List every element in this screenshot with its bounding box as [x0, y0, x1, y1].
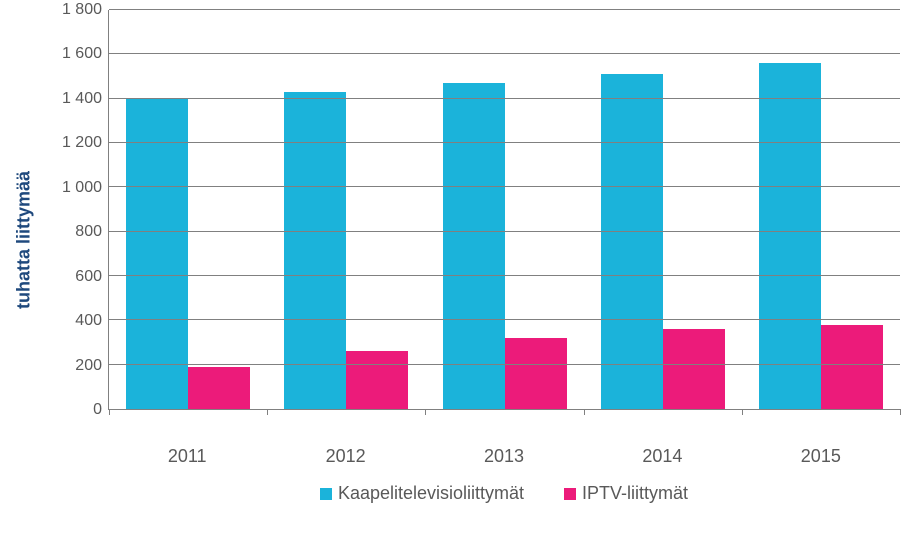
y-tick-label: 0 — [93, 401, 102, 419]
x-tick — [900, 409, 901, 415]
y-tick-label: 1 200 — [62, 134, 102, 152]
y-tick-label: 400 — [75, 312, 102, 330]
y-tick-label: 600 — [75, 268, 102, 286]
x-tick — [584, 409, 585, 415]
gridline — [109, 364, 900, 365]
gridline — [109, 231, 900, 232]
legend-item: IPTV-liittymät — [564, 483, 688, 504]
bar-group — [742, 10, 900, 409]
bar-groups — [109, 10, 900, 409]
bar — [443, 83, 505, 409]
bar — [188, 367, 250, 409]
y-tick-label: 1 800 — [62, 1, 102, 19]
y-tick-label: 1 400 — [62, 90, 102, 108]
bar — [346, 351, 408, 409]
x-tick-label: 2011 — [108, 446, 266, 467]
y-axis-label: tuhatta liittymää — [10, 10, 38, 440]
gridline — [109, 319, 900, 320]
x-tick — [109, 409, 110, 415]
y-axis-ticks: 02004006008001 0001 2001 4001 6001 800 — [38, 10, 108, 410]
gridline — [109, 53, 900, 54]
bar-group — [425, 10, 583, 409]
bar — [821, 325, 883, 409]
legend-swatch — [564, 488, 576, 500]
plot-area — [108, 10, 900, 410]
bar — [759, 63, 821, 409]
gridline — [109, 186, 900, 187]
gridline — [109, 98, 900, 99]
bar — [505, 338, 567, 409]
y-tick-label: 1 000 — [62, 179, 102, 197]
bar — [663, 329, 725, 409]
x-axis-labels: 20112012201320142015 — [108, 446, 900, 467]
bar-group — [584, 10, 742, 409]
legend-label: IPTV-liittymät — [582, 483, 688, 504]
y-tick-label: 1 600 — [62, 45, 102, 63]
x-tick — [267, 409, 268, 415]
legend-item: Kaapelitelevisioliittymät — [320, 483, 524, 504]
bar-group — [109, 10, 267, 409]
x-tick-label: 2015 — [742, 446, 900, 467]
chart-container: tuhatta liittymää 0 200 400 600 800 1 000 1 20… — [0, 0, 920, 533]
bar — [601, 74, 663, 409]
bar — [126, 99, 188, 409]
gridline — [109, 9, 900, 10]
legend-swatch — [320, 488, 332, 500]
bar — [284, 92, 346, 409]
gridline — [109, 275, 900, 276]
x-tick — [425, 409, 426, 415]
x-tick-label: 2013 — [425, 446, 583, 467]
y-tick-label: 200 — [75, 357, 102, 375]
x-tick-label: 2014 — [583, 446, 741, 467]
legend: Kaapelitelevisioliittymät IPTV-liittymät — [108, 483, 900, 504]
legend-label: Kaapelitelevisioliittymät — [338, 483, 524, 504]
chart-body: tuhatta liittymää 0 200 400 600 800 1 000 1 20… — [10, 10, 900, 440]
bar-group — [267, 10, 425, 409]
y-tick-label: 800 — [75, 223, 102, 241]
x-tick — [742, 409, 743, 415]
gridline — [109, 142, 900, 143]
x-tick-label: 2012 — [266, 446, 424, 467]
